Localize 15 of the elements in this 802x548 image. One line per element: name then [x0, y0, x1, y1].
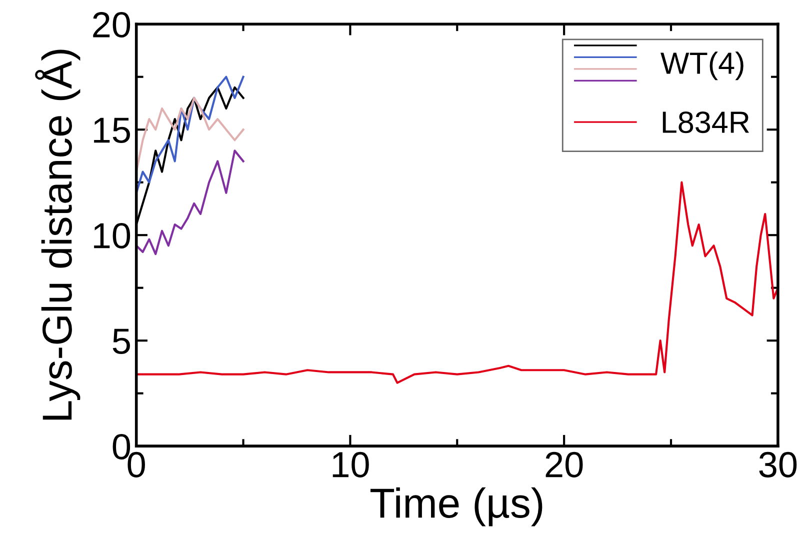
- x-tick-label: 30: [759, 452, 797, 478]
- y-tick-label: 20: [93, 12, 130, 38]
- x-axis-title: Time (µs): [370, 487, 542, 526]
- y-tick-label: 5: [112, 328, 130, 354]
- legend-label: L834R: [662, 111, 750, 134]
- y-axis-title: Lys-Glu distance (Å): [35, 50, 80, 420]
- line-series: [136, 96, 244, 173]
- x-tick-label: 20: [546, 452, 583, 478]
- line-series: [136, 181, 778, 384]
- line-series: [136, 150, 244, 256]
- y-tick-label: 10: [94, 222, 130, 249]
- x-tick-label: 10: [332, 452, 369, 478]
- y-tick-label: 15: [94, 118, 130, 144]
- line-series: [136, 76, 244, 194]
- legend-label: WT(4): [660, 52, 744, 80]
